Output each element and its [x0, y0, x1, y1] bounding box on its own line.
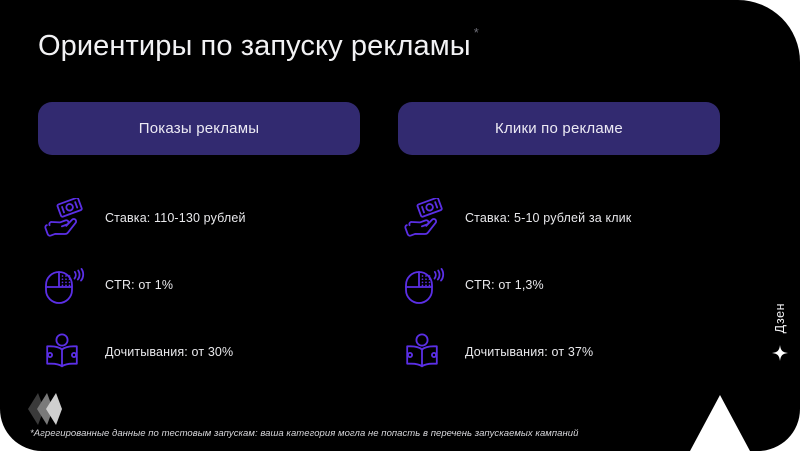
page-title-text: Ориентиры по запуску рекламы: [38, 30, 471, 62]
list-item: Ставка: 110-130 рублей: [38, 184, 360, 251]
list-item: Ставка: 5-10 рублей за клик: [398, 184, 720, 251]
layered-chevron-logo-icon: [14, 381, 78, 437]
card-header-label: Клики по рекламе: [495, 120, 623, 137]
bottom-notch-shape: [690, 395, 750, 451]
metric-list-clicks: Ставка: 5-10 рублей за клик: [398, 184, 720, 385]
title-footnote-marker: *: [473, 25, 479, 40]
list-item: CTR: от 1%: [38, 251, 360, 318]
list-item: CTR: от 1,3%: [398, 251, 720, 318]
hand-holding-money-icon: [398, 192, 456, 244]
list-item: Дочитывания: от 37%: [398, 318, 720, 385]
column-clicks: Клики по рекламе Ставка: 5-10 руб: [398, 102, 720, 385]
column-impressions: Показы рекламы Ставка: 110-130 ру: [38, 102, 360, 385]
list-item-label: Дочитывания: от 30%: [105, 344, 234, 359]
list-item-label: CTR: от 1,3%: [465, 277, 544, 292]
person-reading-book-icon: [38, 326, 96, 378]
brand-name-text: Дзен: [773, 303, 787, 334]
metric-list-impressions: Ставка: 110-130 рублей: [38, 184, 360, 385]
computer-mouse-click-icon: [398, 259, 456, 311]
footnote-text: *Агрегированные данные по тестовым запус…: [30, 428, 579, 439]
brand-mark: Дзен: [765, 303, 795, 423]
card-header-impressions[interactable]: Показы рекламы: [38, 102, 360, 155]
card-header-clicks[interactable]: Клики по рекламе: [398, 102, 720, 155]
list-item-label: CTR: от 1%: [105, 277, 174, 292]
person-reading-book-icon: [398, 326, 456, 378]
computer-mouse-click-icon: [38, 259, 96, 311]
list-item-label: Ставка: 110-130 рублей: [105, 210, 246, 225]
list-item: Дочитывания: от 30%: [38, 318, 360, 385]
four-point-star-icon: [772, 340, 788, 362]
list-item-label: Дочитывания: от 37%: [465, 344, 594, 359]
card-header-label: Показы рекламы: [138, 120, 260, 137]
list-item-label: Ставка: 5-10 рублей за клик: [465, 210, 632, 225]
page-title: Ориентиры по запуску рекламы *: [38, 25, 479, 64]
hand-holding-money-icon: [38, 192, 96, 244]
